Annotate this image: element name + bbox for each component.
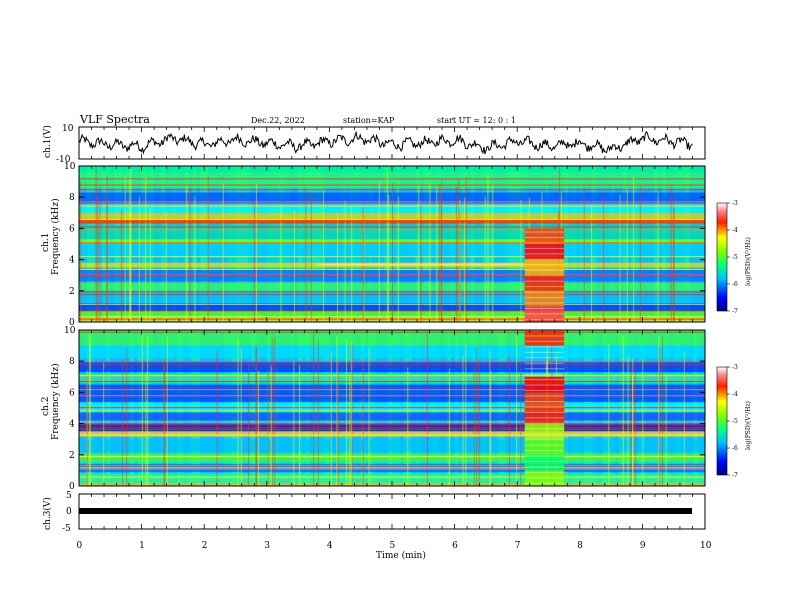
x-tick-label: 6 (452, 541, 458, 551)
ch1-colorbar-ticks: -3 -4 -5 -6 -7 (727, 200, 738, 315)
ch3-waveform-line (79, 508, 692, 514)
ch3-ytick-top: 5 (66, 491, 72, 501)
x-ticks (78, 127, 706, 529)
spectrogram-ytick: 6 (69, 388, 75, 398)
ch2-frequency-label: Frequency (kHz) (50, 363, 61, 440)
date-label: Dec.22, 2022 (251, 116, 305, 125)
x-tick-label: 3 (264, 541, 270, 551)
ch2-colorbar-ticks: -3 -4 -5 -6 -7 (727, 364, 738, 479)
ch1-ytick-top: 10 (62, 124, 74, 134)
colorbar-tick-label: -4 (732, 391, 738, 398)
colorbar-tick-label: -5 (732, 254, 738, 261)
spectrogram-ytick: 6 (69, 224, 75, 234)
ch1-spectrogram-ylabel: ch.1 (41, 233, 51, 252)
spectrogram-ytick: 0 (69, 482, 75, 492)
x-tick-label: 5 (390, 541, 396, 551)
spectrogram-ytick: 8 (69, 193, 75, 203)
ch1-waveform-frame (78, 126, 706, 160)
colorbar-tick-label: -6 (732, 281, 738, 288)
colorbar-tick-label: -7 (732, 472, 738, 479)
ch3-ytick-bottom: -5 (62, 524, 71, 534)
spectrogram-ytick: 4 (69, 420, 75, 430)
ch1-spectrogram-yticks: 0 2 4 6 8 10 (64, 162, 705, 328)
spectrogram-ytick: 4 (69, 256, 75, 266)
x-tick-label: 7 (515, 541, 521, 551)
colorbar-tick-label: -3 (732, 364, 738, 371)
ch2-spectrogram-yticks: 0 2 4 6 8 10 (64, 326, 705, 492)
spectrogram-ytick: 2 (69, 287, 75, 297)
x-tick-label: 10 (700, 541, 712, 551)
colorbar-tick-label: -7 (732, 308, 738, 315)
colorbar-tick-label: -4 (732, 227, 738, 234)
ch3-waveform-ylabel: ch.3(V) (42, 497, 53, 530)
spectrogram-ytick: 2 (69, 451, 75, 461)
colorbar-tick-label: -6 (732, 445, 738, 452)
ch2-colorbar (716, 366, 728, 476)
station-label: station=KAP (343, 116, 395, 125)
spectrogram-ytick: 8 (69, 357, 75, 367)
ch1-spectrogram-heatmap (79, 166, 705, 322)
ch2-spectrogram-ylabel: ch.2 (41, 397, 51, 416)
start-ut-label: start UT = 12: 0 : 1 (437, 116, 516, 125)
colorbar-tick-label: -5 (732, 418, 738, 425)
colorbar-tick-label: -3 (732, 200, 738, 207)
x-axis-label: Time (min) (376, 550, 426, 561)
ch1-waveform-ylabel: ch.1(V) (42, 125, 53, 158)
spectrogram-ytick: 0 (69, 318, 75, 328)
ch1-frequency-label: Frequency (kHz) (50, 198, 61, 275)
spectrogram-ytick: 10 (64, 326, 76, 336)
figure-title: VLF Spectra (79, 113, 150, 126)
ch2-spectrogram-heatmap (79, 330, 705, 486)
ch3-waveform-panel: 5 0 -5 ch.3(V) (42, 491, 706, 534)
ch3-ytick-mid: 0 (66, 507, 72, 517)
x-tick-label: 9 (640, 541, 646, 551)
ch1-ytick-bottom: -10 (56, 155, 71, 165)
x-tick-label: 4 (327, 541, 333, 551)
ch1-waveform-panel: 10 -10 ch.1(V) (42, 124, 706, 165)
ch1-colorbar-label: log(PSD)(V²/Hz) (745, 237, 752, 286)
x-tick-labels: 0 1 2 3 4 5 6 7 8 9 10 (77, 541, 712, 551)
ch2-colorbar-label: log(PSD)(V²/Hz) (745, 401, 752, 450)
ch1-waveform-line (78, 130, 693, 155)
x-tick-label: 1 (139, 541, 145, 551)
x-tick-label: 0 (77, 541, 83, 551)
x-tick-label: 2 (202, 541, 208, 551)
ch1-colorbar (716, 202, 728, 312)
x-tick-label: 8 (577, 541, 583, 551)
spectrogram-ytick: 10 (64, 162, 76, 172)
